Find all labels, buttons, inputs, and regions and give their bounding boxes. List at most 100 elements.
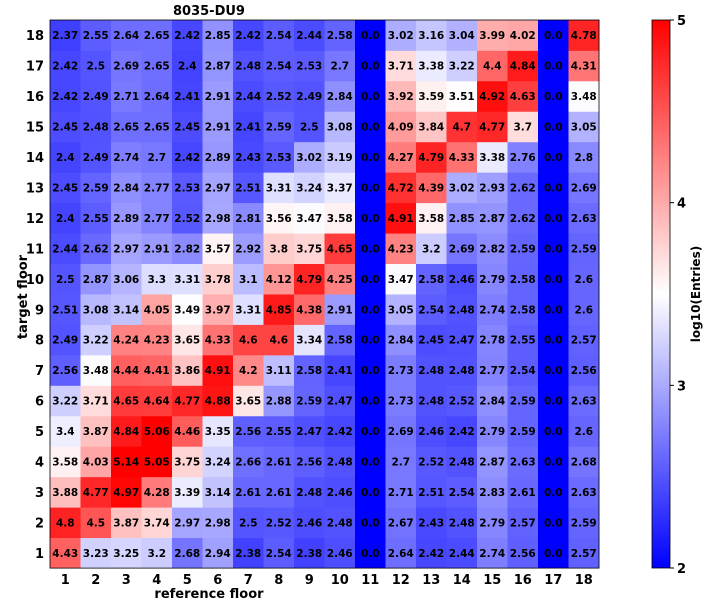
cell-value-label: 2.64 [113, 30, 139, 42]
heatmap-cell [385, 80, 417, 112]
heatmap-cell [538, 233, 569, 264]
x-tick-label: 2 [91, 573, 100, 588]
heatmap-cell [477, 50, 508, 82]
cell-value-label: 3.08 [83, 304, 109, 316]
heatmap-cell [385, 202, 417, 234]
cell-value-label: 2.45 [418, 335, 444, 347]
colorbar-label: log10(Entries) [689, 246, 703, 342]
cell-value-label: 2.74 [113, 152, 139, 164]
cell-value-label: 4.8 [56, 517, 75, 529]
cell-value-label: 4.84 [113, 426, 139, 438]
heatmap-cell [416, 537, 447, 569]
cell-value-label: 2.55 [510, 335, 536, 347]
cell-value-label: 2.41 [235, 122, 261, 134]
cell-value-label: 4.65 [113, 396, 139, 408]
heatmap-cell [538, 537, 569, 569]
cell-value-label: 3.31 [174, 274, 200, 286]
heatmap-cell [233, 50, 264, 82]
cell-value-label: 2.55 [266, 426, 292, 438]
heatmap-cell [507, 415, 539, 447]
cell-value-label: 2.8 [574, 152, 593, 164]
heatmap-cell [477, 172, 508, 204]
heatmap-cell [538, 446, 569, 478]
heatmap-cell [385, 476, 417, 508]
heatmap-cell [50, 385, 81, 417]
heatmap-cell [416, 141, 447, 173]
cell-value-label: 5.05 [144, 457, 170, 469]
heatmap-cell [50, 294, 81, 325]
heatmap-cell [477, 385, 508, 417]
cell-value-label: 2.49 [83, 152, 109, 164]
heatmap-cell [233, 354, 264, 386]
heatmap-cell [507, 172, 539, 204]
heatmap-cell [507, 111, 539, 143]
heatmap-cell [233, 537, 264, 569]
heatmap-cell [263, 324, 295, 356]
heatmap-cell [324, 263, 356, 295]
cell-value-label: 4.41 [144, 365, 170, 377]
cell-value-label: 2.56 [510, 548, 536, 560]
cell-value-label: 0.0 [361, 243, 380, 255]
heatmap-cell [355, 324, 386, 356]
heatmap-cell [538, 354, 569, 386]
cell-value-label: 2.61 [266, 457, 292, 469]
cell-value-label: 2.61 [510, 487, 536, 499]
heatmap-cell [233, 141, 264, 173]
heatmap-cell [202, 385, 234, 417]
cell-value-label: 2.87 [479, 213, 505, 225]
heatmap-cell [538, 141, 569, 173]
heatmap-cell [294, 111, 325, 143]
cell-value-label: 3.48 [571, 91, 597, 103]
heatmap-cell [446, 507, 478, 539]
heatmap-cell [416, 111, 447, 143]
cell-value-label: 0.0 [544, 335, 563, 347]
cell-value-label: 3.84 [418, 122, 444, 134]
cell-value-label: 2.59 [510, 243, 536, 255]
heatmap-cell [507, 324, 539, 356]
cell-value-label: 2.47 [296, 426, 322, 438]
cell-value-label: 3.38 [479, 152, 505, 164]
cell-value-label: 4.05 [144, 304, 170, 316]
cell-value-label: 2.53 [174, 182, 200, 194]
heatmap-cell [568, 294, 600, 325]
cell-value-label: 2.61 [235, 487, 261, 499]
heatmap-cell [80, 111, 112, 143]
cell-value-label: 2.57 [510, 517, 536, 529]
heatmap-cell [172, 446, 203, 478]
cell-value-label: 2.82 [174, 243, 200, 255]
cell-value-label: 2.42 [235, 30, 261, 42]
cell-value-label: 2.63 [571, 487, 597, 499]
cell-value-label: 4.79 [418, 152, 444, 164]
heatmap-cell [507, 20, 539, 51]
cell-value-label: 2.43 [418, 517, 444, 529]
cell-value-label: 2.49 [83, 91, 109, 103]
y-tick-label: 1 [35, 547, 44, 562]
x-tick-label: 13 [422, 573, 440, 588]
colorbar-tick-label: 5 [677, 14, 686, 29]
heatmap-cell [507, 202, 539, 234]
heatmap-cell [477, 263, 508, 295]
heatmap-cell [172, 294, 203, 325]
cell-value-label: 3.78 [205, 274, 231, 286]
heatmap-cell [172, 354, 203, 386]
heatmap-cell [111, 354, 142, 386]
cell-value-label: 2.85 [205, 30, 231, 42]
heatmap-cell [507, 446, 539, 478]
heatmap-cell [50, 354, 81, 386]
cell-value-label: 2.89 [205, 152, 231, 164]
heatmap-cell [80, 324, 112, 356]
cell-value-label: 2.98 [205, 517, 231, 529]
heatmap-cell [263, 354, 295, 386]
cell-value-label: 2.46 [327, 548, 353, 560]
cell-value-label: 0.0 [361, 426, 380, 438]
heatmap-cell [324, 20, 356, 51]
y-tick-label: 18 [26, 29, 44, 44]
cell-value-label: 2.58 [327, 335, 353, 347]
heatmap-cell [446, 111, 478, 143]
heatmap-cell [202, 263, 234, 295]
cell-value-label: 4.43 [52, 548, 78, 560]
cell-value-label: 2.48 [449, 457, 475, 469]
heatmap-cell [416, 202, 447, 234]
y-tick-label: 7 [35, 364, 44, 379]
heatmap-cell [416, 20, 447, 51]
